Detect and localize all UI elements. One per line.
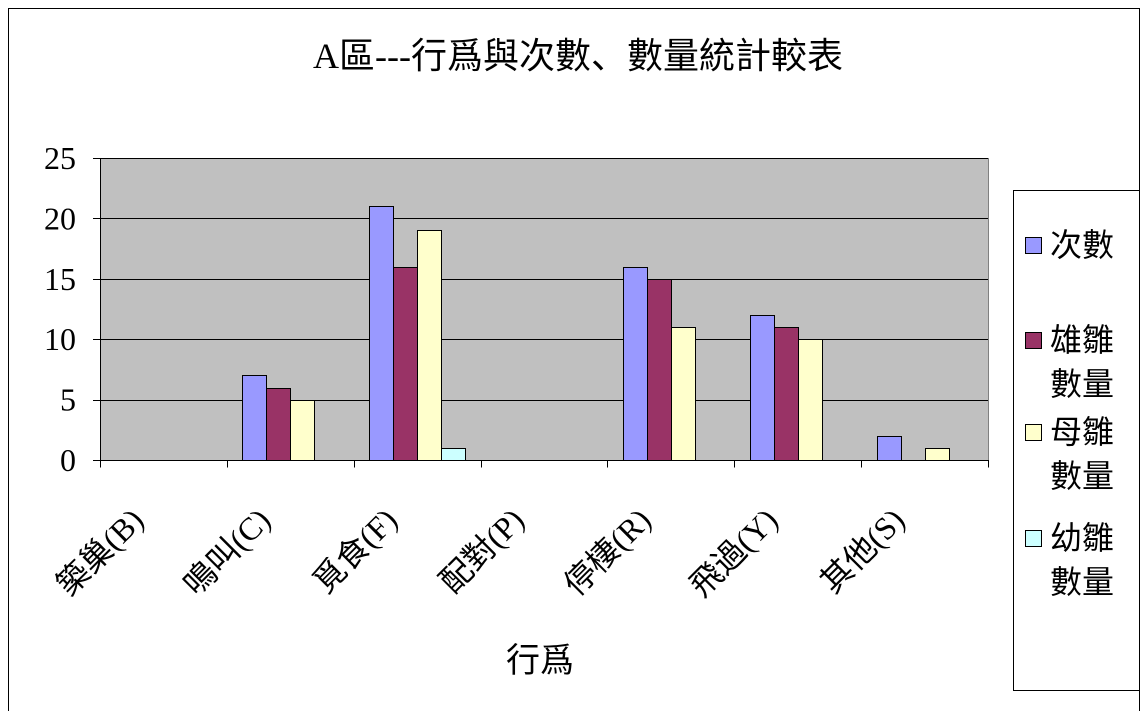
y-tick-label: 0	[60, 442, 76, 478]
bar-series-3-category-3	[417, 230, 442, 461]
bars	[242, 206, 950, 461]
bar-series-2-category-3	[393, 267, 418, 461]
legend-label: 母雛數量	[1050, 414, 1115, 494]
legend-label: 雄雛數量	[1050, 322, 1115, 402]
bar-series-1-category-7	[877, 436, 902, 461]
y-tick-label: 15	[44, 261, 76, 297]
legend-label: 幼雛數量	[1050, 520, 1115, 600]
x-tick-label: 飛過(Y)	[683, 501, 785, 603]
legend-item-series-1: 次數	[1014, 223, 1139, 313]
y-tick-label: 25	[44, 140, 76, 176]
bar-series-1-category-6	[750, 315, 775, 461]
axes	[93, 158, 989, 468]
chart-title: A區---行爲與次數、數量統計較表	[313, 36, 843, 76]
legend-swatch	[1025, 332, 1042, 349]
bar-series-2-category-2	[266, 388, 291, 461]
bar-series-3-category-5	[671, 327, 696, 461]
bar-series-1-category-2	[242, 375, 267, 461]
bar-series-3-category-6	[798, 339, 823, 461]
y-tick-label: 20	[44, 200, 76, 236]
legend-item-series-3: 母雛數量	[1014, 410, 1139, 500]
bar-series-3-category-2	[290, 400, 315, 461]
x-tick-label: 築巢(B)	[49, 501, 150, 602]
legend-item-series-2: 雄雛數量	[1014, 318, 1139, 408]
bar-series-2-category-6	[774, 327, 799, 461]
legend-item-series-4: 幼雛數量	[1014, 516, 1139, 606]
legend: 次數雄雛數量母雛數量幼雛數量	[1013, 190, 1140, 691]
x-tick-label: 覓食(F)	[306, 501, 404, 599]
y-tick-label: 5	[60, 382, 76, 418]
bar-series-1-category-3	[369, 206, 394, 461]
bar-series-1-category-5	[623, 267, 648, 461]
bar-series-2-category-5	[647, 279, 672, 461]
plot-area	[100, 158, 989, 461]
y-tick-label: 10	[44, 321, 76, 357]
x-tick-label: 停棲(R)	[557, 501, 658, 602]
bar-series-4-category-3	[441, 448, 466, 461]
x-tick-label: 配對(P)	[433, 501, 531, 599]
bar-series-3-category-7	[925, 448, 950, 461]
legend-swatch	[1025, 530, 1042, 547]
x-tick-label: 鳴叫(C)	[176, 501, 277, 602]
legend-swatch	[1025, 424, 1042, 441]
x-tick-label: 其他(S)	[813, 501, 911, 599]
x-axis-title: 行爲	[506, 642, 574, 680]
legend-label: 次數	[1050, 227, 1115, 263]
legend-swatch	[1025, 237, 1042, 254]
